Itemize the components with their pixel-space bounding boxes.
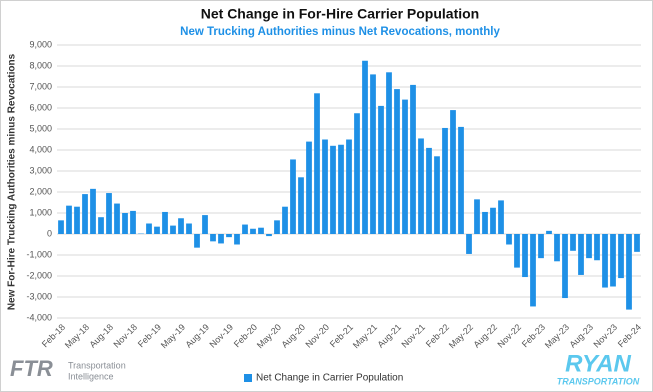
bar (362, 60, 368, 234)
bar (258, 227, 264, 234)
logo-text: FTR (10, 356, 53, 381)
logo-text: Transportation (68, 360, 126, 370)
bar (594, 234, 600, 261)
bar (506, 234, 512, 245)
y-tick-label: 9,000 (29, 39, 52, 49)
bar (450, 110, 456, 234)
bar (242, 224, 248, 234)
y-tick-label: -3,000 (26, 291, 52, 301)
bar (482, 211, 488, 234)
bar (338, 144, 344, 234)
bar (562, 234, 568, 299)
bar (410, 84, 416, 235)
bar (82, 194, 88, 234)
logo-text: Intelligence (68, 371, 114, 381)
bar (178, 218, 184, 234)
bar (122, 213, 128, 234)
bar (66, 205, 72, 234)
bar (290, 159, 296, 234)
bar (202, 215, 208, 234)
bar (218, 234, 224, 244)
bar (610, 234, 616, 287)
bar (58, 220, 64, 234)
bar (570, 234, 576, 251)
bar (602, 234, 608, 288)
bar (114, 203, 120, 234)
legend-swatch (244, 374, 252, 382)
bar (130, 210, 136, 234)
bar (322, 139, 328, 234)
legend-label: Net Change in Carrier Population (256, 373, 403, 384)
bar (434, 156, 440, 234)
bar (74, 206, 80, 234)
y-tick-label: 4,000 (29, 144, 52, 154)
bar (634, 234, 640, 252)
bar (306, 141, 312, 234)
y-tick-label: 8,000 (29, 60, 52, 70)
bar (530, 234, 536, 307)
bar (98, 217, 104, 234)
bar (162, 211, 168, 234)
bar (618, 234, 624, 279)
bar (274, 220, 280, 234)
bar (226, 234, 232, 238)
bar (282, 206, 288, 234)
bar (194, 234, 200, 248)
bar (546, 230, 552, 234)
bar (330, 145, 336, 234)
bar (498, 200, 504, 234)
y-tick-label: -2,000 (26, 270, 52, 280)
ftr-logo: FTR Transportation Intelligence (10, 356, 126, 382)
bar (466, 234, 472, 254)
logo-text: RYAN (565, 350, 631, 377)
bar (298, 177, 304, 234)
y-tick-label: 5,000 (29, 123, 52, 133)
bar (314, 93, 320, 234)
bar (426, 147, 432, 234)
bar (266, 234, 272, 237)
bar (370, 74, 376, 235)
bar (186, 223, 192, 234)
y-tick-label: 1,000 (29, 207, 52, 217)
ryan-logo: RYAN TRANSPORTATION (557, 350, 640, 386)
bar (234, 234, 240, 245)
bar (522, 234, 528, 278)
bar (474, 199, 480, 234)
logo-text: TRANSPORTATION (557, 376, 640, 386)
bar (578, 234, 584, 275)
y-tick-label: 3,000 (29, 165, 52, 175)
bar (106, 193, 112, 234)
bar (538, 234, 544, 259)
chart-title: Net Change in For-Hire Carrier Populatio… (201, 6, 479, 22)
bar (146, 223, 152, 234)
bar (346, 139, 352, 234)
y-tick-label: 0 (47, 228, 52, 238)
bar (154, 226, 160, 234)
bar (354, 113, 360, 234)
chart-subtitle: New Trucking Authorities minus Net Revoc… (180, 26, 500, 38)
bar (90, 188, 96, 234)
y-tick-label: -1,000 (26, 249, 52, 259)
y-tick-label: 7,000 (29, 81, 52, 91)
bar (250, 228, 256, 234)
bar (626, 234, 632, 310)
bar (394, 89, 400, 234)
bar (490, 207, 496, 234)
y-axis-label: New For-Hire Trucking Authorities minus … (7, 53, 18, 310)
bar (586, 234, 592, 259)
bar (514, 234, 520, 268)
bar (554, 234, 560, 262)
bar (210, 234, 216, 242)
bar (378, 105, 384, 235)
bar (386, 72, 392, 234)
bar (442, 127, 448, 234)
y-tick-label: 6,000 (29, 102, 52, 112)
bar (170, 225, 176, 234)
bar (402, 99, 408, 234)
y-tick-label: -4,000 (26, 312, 52, 322)
y-tick-label: 2,000 (29, 186, 52, 196)
bar (458, 126, 464, 234)
bar (418, 138, 424, 234)
